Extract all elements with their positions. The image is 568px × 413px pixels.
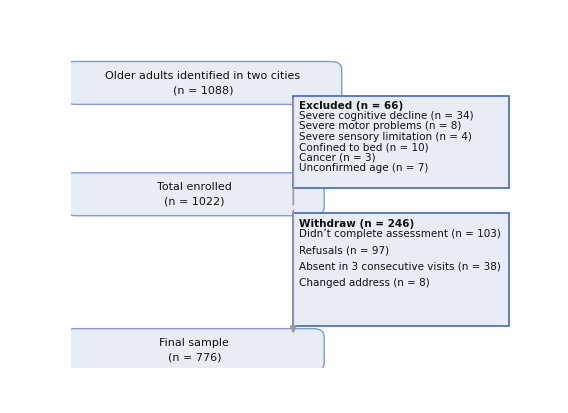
Text: Total enrolled
(n = 1022): Total enrolled (n = 1022) (157, 182, 232, 206)
FancyBboxPatch shape (64, 173, 324, 216)
FancyBboxPatch shape (293, 214, 509, 326)
Text: Excluded (n = 66): Excluded (n = 66) (299, 102, 403, 112)
FancyBboxPatch shape (64, 329, 324, 372)
Text: Absent in 3 consecutive visits (n = 38): Absent in 3 consecutive visits (n = 38) (299, 262, 500, 272)
Text: Refusals (n = 97): Refusals (n = 97) (299, 245, 389, 255)
Text: Older adults identified in two cities
(n = 1088): Older adults identified in two cities (n… (106, 71, 300, 95)
Text: Changed address (n = 8): Changed address (n = 8) (299, 278, 429, 288)
FancyBboxPatch shape (293, 96, 509, 188)
Text: Withdraw (n = 246): Withdraw (n = 246) (299, 219, 414, 229)
Text: Unconfirmed age (n = 7): Unconfirmed age (n = 7) (299, 163, 428, 173)
FancyBboxPatch shape (64, 62, 342, 104)
Text: Severe sensory limitation (n = 4): Severe sensory limitation (n = 4) (299, 132, 471, 142)
Text: Severe motor problems (n = 8): Severe motor problems (n = 8) (299, 121, 461, 131)
Text: Confined to bed (n = 10): Confined to bed (n = 10) (299, 142, 428, 152)
Text: Severe cognitive decline (n = 34): Severe cognitive decline (n = 34) (299, 111, 473, 121)
Text: Final sample
(n = 776): Final sample (n = 776) (159, 338, 229, 363)
Text: Didn’t complete assessment (n = 103): Didn’t complete assessment (n = 103) (299, 229, 500, 239)
Text: Cancer (n = 3): Cancer (n = 3) (299, 152, 375, 163)
